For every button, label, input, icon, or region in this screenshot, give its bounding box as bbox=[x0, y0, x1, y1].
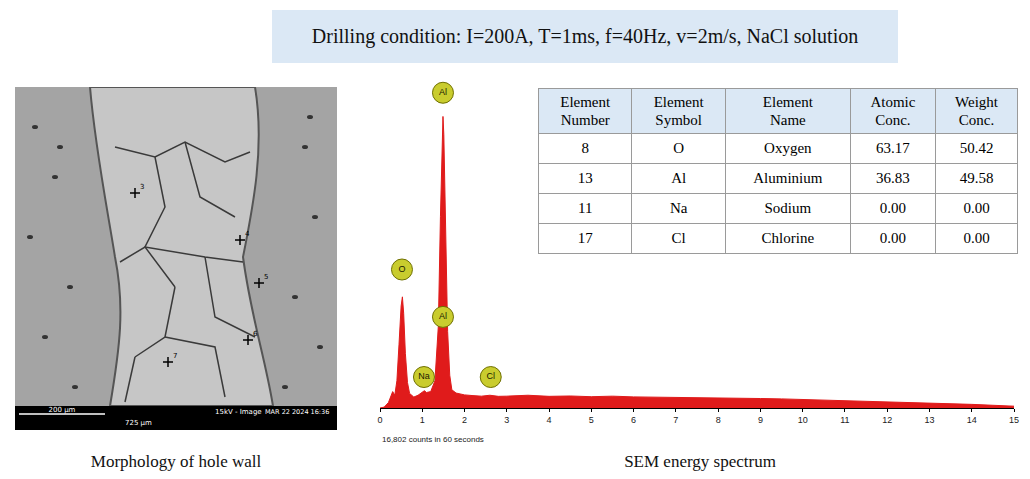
html-text:Oxygen: Oxygen bbox=[764, 140, 812, 156]
svg-text:7: 7 bbox=[173, 352, 177, 360]
svg-text:12: 12 bbox=[882, 415, 892, 425]
svg-text:15kV - Image: 15kV - Image bbox=[215, 408, 262, 416]
svg-text:7: 7 bbox=[673, 415, 678, 425]
html-text:SEM energy spectrum: SEM energy spectrum bbox=[624, 452, 776, 471]
html-text:Al: Al bbox=[671, 170, 687, 186]
html-text:Weight: Weight bbox=[955, 94, 998, 110]
svg-text:14: 14 bbox=[967, 415, 977, 425]
html-text:0.00: 0.00 bbox=[879, 200, 906, 216]
html-text:Drilling condition: I=200A, T=: Drilling condition: I=200A, T=1ms, f=40H… bbox=[311, 25, 859, 47]
svg-text:Cl: Cl bbox=[486, 371, 495, 381]
html-text:Element: Element bbox=[653, 94, 704, 110]
html-text:0.00: 0.00 bbox=[879, 230, 906, 246]
html-text:Na: Na bbox=[669, 200, 688, 216]
svg-text:9: 9 bbox=[758, 415, 763, 425]
html-text:50.42: 50.42 bbox=[959, 140, 994, 156]
html-text:13: 13 bbox=[577, 170, 593, 186]
html-text:0.00: 0.00 bbox=[963, 230, 990, 246]
html-text:Number: Number bbox=[560, 112, 610, 128]
html-text:Morphology of hole wall: Morphology of hole wall bbox=[90, 452, 262, 471]
svg-text:8: 8 bbox=[716, 415, 721, 425]
html-text:Cl: Cl bbox=[671, 230, 686, 246]
html-text:Element: Element bbox=[762, 94, 813, 110]
html-text:Conc.: Conc. bbox=[958, 112, 995, 128]
svg-text:4: 4 bbox=[245, 230, 250, 238]
svg-text:725 μm: 725 μm bbox=[125, 419, 152, 427]
html-text:Conc.: Conc. bbox=[875, 112, 911, 128]
svg-text:4: 4 bbox=[547, 415, 552, 425]
svg-text:Na: Na bbox=[418, 371, 430, 381]
html-text:Chlorine: Chlorine bbox=[761, 230, 815, 246]
html-text:17: 17 bbox=[577, 230, 593, 246]
svg-text:Al: Al bbox=[439, 311, 447, 321]
html-text:Sodium: Sodium bbox=[764, 200, 812, 216]
svg-text:1: 1 bbox=[420, 415, 425, 425]
svg-text:3: 3 bbox=[504, 415, 509, 425]
html-text:Atomic: Atomic bbox=[870, 94, 916, 110]
svg-text:10: 10 bbox=[798, 415, 808, 425]
svg-text:200 μm: 200 μm bbox=[49, 406, 76, 414]
svg-text:MAR 22 2024 16:36: MAR 22 2024 16:36 bbox=[265, 408, 329, 416]
svg-text:5: 5 bbox=[589, 415, 594, 425]
svg-text:2: 2 bbox=[462, 415, 467, 425]
svg-text:16,802 counts in 60 seconds: 16,802 counts in 60 seconds bbox=[382, 435, 484, 444]
svg-text:13: 13 bbox=[924, 415, 934, 425]
svg-text:0: 0 bbox=[377, 415, 382, 425]
html-text:Aluminium: Aluminium bbox=[753, 170, 823, 186]
svg-text:5: 5 bbox=[264, 273, 268, 281]
svg-text:15: 15 bbox=[1009, 415, 1019, 425]
svg-text:6: 6 bbox=[253, 330, 258, 338]
html-text:Name: Name bbox=[769, 112, 806, 128]
html-text:O: O bbox=[673, 140, 685, 156]
html-text:11: 11 bbox=[578, 200, 593, 216]
svg-text:6: 6 bbox=[631, 415, 636, 425]
svg-text:11: 11 bbox=[840, 415, 849, 425]
html-text:Element: Element bbox=[560, 94, 611, 110]
svg-text:Al: Al bbox=[439, 87, 447, 97]
html-text:49.58: 49.58 bbox=[959, 170, 994, 186]
html-text:63.17: 63.17 bbox=[876, 140, 910, 156]
svg-text:O: O bbox=[398, 264, 405, 274]
html-text:Symbol: Symbol bbox=[655, 112, 702, 128]
html-text:0.00: 0.00 bbox=[963, 200, 990, 216]
html-text:8: 8 bbox=[581, 140, 589, 156]
svg-text:3: 3 bbox=[140, 183, 144, 191]
html-text:36.83: 36.83 bbox=[876, 170, 910, 186]
